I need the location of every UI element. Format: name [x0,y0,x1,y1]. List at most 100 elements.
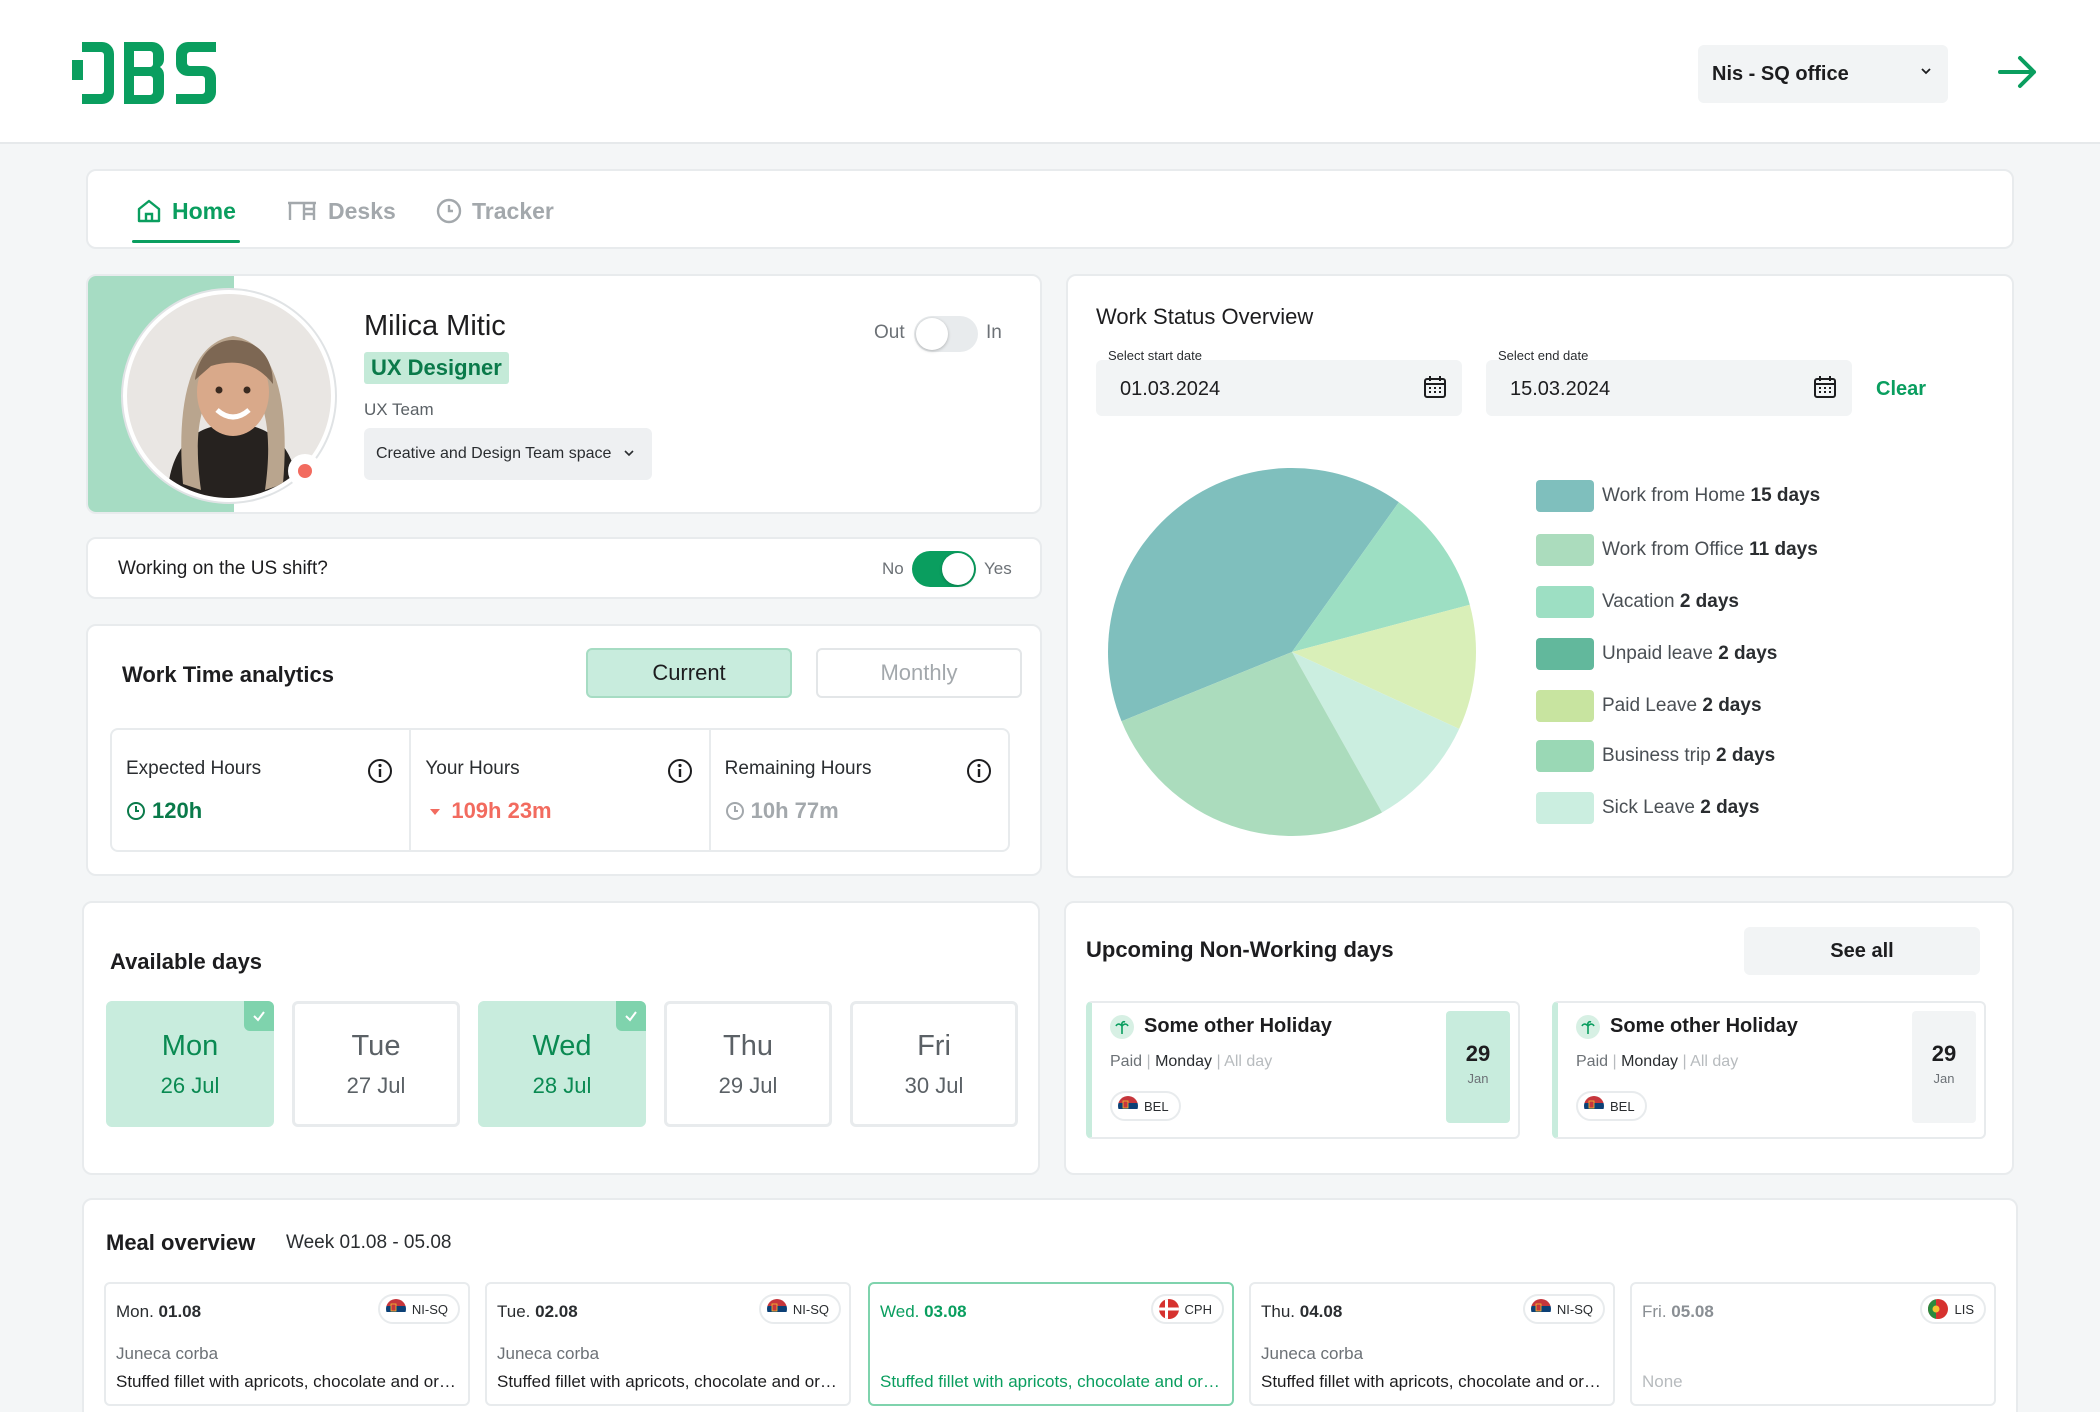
day-name: Wed [532,1030,592,1062]
current-tab-button[interactable]: Current [586,648,792,698]
holiday-meta: Paid | Monday | All day [1576,1053,1738,1071]
legend-value: 11 days [1749,539,1818,560]
day-name: Mon [161,1030,219,1062]
location-code: CPH [1184,1301,1212,1317]
home-icon [137,199,161,223]
end-date-field[interactable]: Select end date 15.03.2024 [1486,348,1852,416]
meal-date: 03.08 [924,1302,967,1321]
holiday-name: Some other Holiday [1610,1015,1798,1037]
legend-value: 2 days [1716,745,1776,766]
meal-day-card[interactable]: Wed. 03.08 CPH Stuffed fillet with apricot… [868,1282,1234,1406]
profile-team: UX Team [364,400,434,419]
info-icon[interactable] [966,758,992,784]
monthly-tab-button[interactable]: Monthly [816,648,1022,698]
office-select[interactable]: Nis - SQ office [1698,45,1948,103]
team-space-select[interactable]: Creative and Design Team space [364,428,652,480]
upcoming-non-working-card: Upcoming Non-Working days See all Some o… [1064,901,2014,1175]
us-shift-toggle[interactable] [912,551,976,587]
tab-home-label: Home [172,197,236,224]
calendar-icon[interactable] [1812,374,1838,400]
day-tue[interactable]: Tue 27 Jul [292,1001,460,1127]
holiday-allday: All day [1224,1053,1273,1070]
holiday-card[interactable]: Some other Holiday Paid | Monday | All da… [1086,1001,1520,1139]
legend-label: Unpaid leave 2 days [1602,643,1778,664]
avatar-portrait [127,294,331,498]
end-date-label: Select end date [1498,348,1589,363]
pie-slice-work-from-office[interactable] [1121,652,1383,836]
legend-swatch [1536,586,1594,618]
clock-icon [725,802,744,820]
dbs-logo[interactable] [72,42,217,104]
day-wed[interactable]: Wed 28 Jul [478,1001,646,1127]
tab-tracker[interactable]: Tracker [436,195,554,227]
work-status-pie-chart [1108,468,1476,836]
tab-tracker-label: Tracker [472,197,554,224]
meal-day-card[interactable]: Thu. 04.08 NI-SQ Juneca corba Stuffed fille… [1249,1282,1615,1406]
day-name: Tue [351,1030,401,1062]
pie-slice-sick-leave[interactable] [1292,652,1460,813]
separator: | [1608,1053,1622,1070]
location-badge: BEL [1576,1091,1647,1121]
pie-slice-vacation[interactable] [1292,502,1470,652]
meal-overview-title: Meal overview [106,1230,256,1255]
arrow-right-icon[interactable] [1996,50,2040,94]
desk-icon [288,201,316,220]
day-fri[interactable]: Fri 30 Jul [850,1001,1018,1127]
clock-icon [436,198,462,224]
clear-dates-button[interactable]: Clear [1876,378,1927,400]
legend-value: 2 days [1718,643,1778,664]
serbia-flag-icon [1530,1299,1551,1319]
info-icon[interactable] [667,758,693,784]
separator: | [1678,1053,1691,1070]
legend-swatch [1536,480,1594,512]
location-code: NI-SQ [792,1301,829,1317]
presence-out-label: Out [874,322,905,343]
meal-main: Stuffed fillet with apricots, chocolate … [880,1372,1226,1391]
legend-item: Business trip 2 days [1536,740,1775,772]
pie-slice-paid-leave[interactable] [1292,604,1476,729]
avatar[interactable] [123,290,335,502]
start-date-field[interactable]: Select start date 01.03.2024 [1096,348,1462,416]
meal-soup: Juneca corba [1261,1344,1364,1363]
location-code: LIS [1954,1301,1974,1317]
tab-home[interactable]: Home [132,195,240,243]
serbia-flag-icon [1584,1096,1604,1116]
tab-desks[interactable]: Desks [286,195,396,227]
day-date: 28 Jul [532,1073,592,1098]
day-name: Fri [917,1030,951,1062]
portugal-flag-icon [1928,1299,1949,1319]
metric-label: Expected Hours [126,758,262,779]
metric-value: 109h 23m [425,798,552,824]
analytics-title: Work Time analytics [122,662,334,687]
day-thu[interactable]: Thu 29 Jul [664,1001,832,1127]
day-mon[interactable]: Mon 26 Jul [106,1001,274,1127]
holiday-card[interactable]: Some other Holiday Paid | Monday | All da… [1552,1001,1986,1139]
location-code: NI-SQ [411,1301,448,1317]
legend-swatch [1536,792,1594,824]
meal-date: 01.08 [158,1302,202,1321]
legend-value: 2 days [1700,797,1760,818]
meal-day-card[interactable]: Fri. 05.08 LIS None [1630,1282,1996,1406]
holiday-weekday: Monday [1155,1053,1212,1070]
meal-day-card[interactable]: Tue. 02.08 NI-SQ Juneca corba Stuffed fille… [485,1282,851,1406]
legend-item: Paid Leave 2 days [1536,690,1762,722]
location-badge: BEL [1110,1091,1181,1121]
holiday-name: Some other Holiday [1144,1015,1332,1037]
presence-toggle[interactable] [914,316,978,352]
pie-slice-work-from-home[interactable] [1108,468,1399,722]
meal-day: Mon. 01.08 [116,1302,202,1321]
metric-value: 10h 77m [725,798,839,824]
see-all-button[interactable]: See all [1744,927,1980,975]
meal-day-card[interactable]: Mon. 01.08 NI-SQ Juneca corba Stuffed fille… [104,1282,470,1406]
location-badge: NI-SQ [758,1294,841,1324]
us-shift-no-label: No [882,559,904,578]
metric-value-text: 10h 77m [750,798,839,823]
meal-day: Tue. 02.08 [497,1302,578,1321]
calendar-icon[interactable] [1422,374,1448,400]
info-icon[interactable] [367,758,393,784]
legend-label: Sick Leave 2 days [1602,797,1760,818]
holiday-day: 29 [1931,1041,1957,1066]
legend-item: Work from Home 15 days [1536,480,1820,512]
holiday-allday: All day [1690,1053,1739,1070]
palm-tree-icon [1110,1015,1134,1039]
